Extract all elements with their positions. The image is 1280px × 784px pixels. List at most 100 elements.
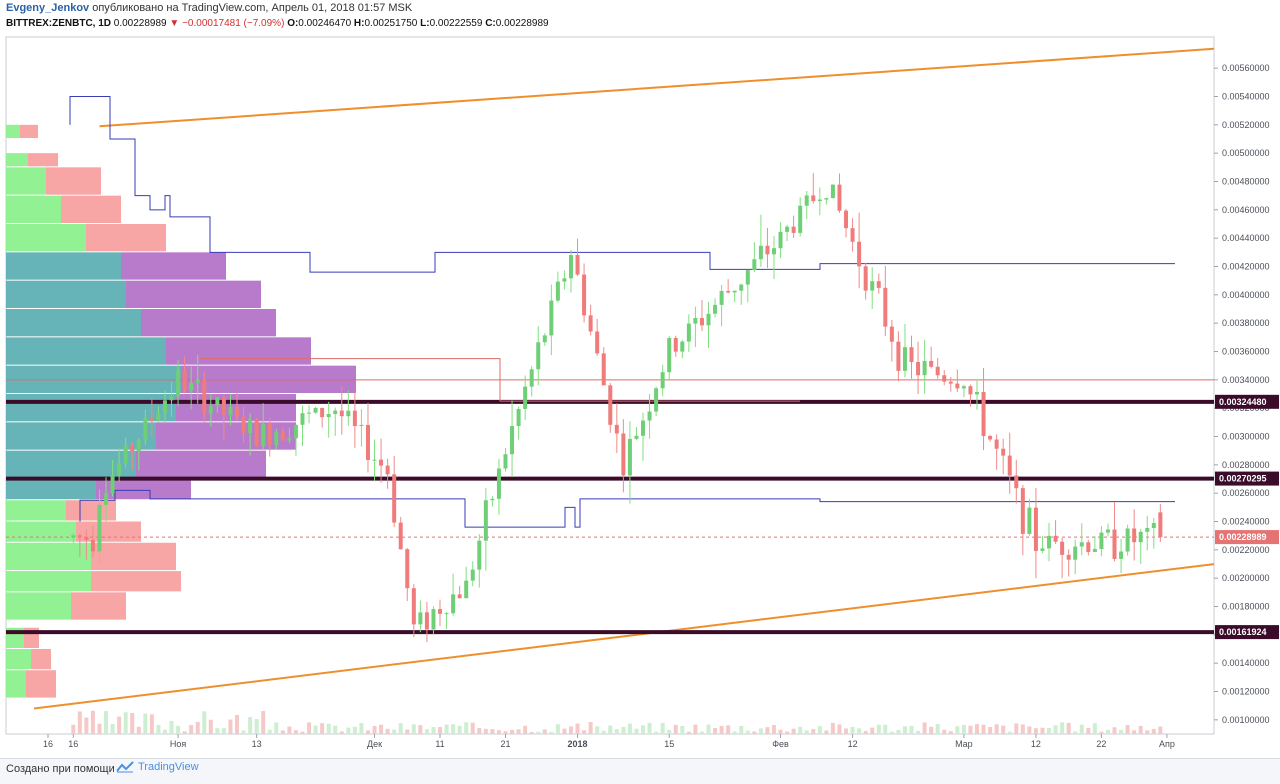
volume-bar (339, 731, 344, 734)
candle-down (424, 612, 429, 630)
candle-up (208, 405, 213, 414)
volume-bar (169, 720, 174, 734)
volume-bar (1066, 722, 1071, 734)
vp-row-up (6, 479, 96, 500)
volume-bar (438, 727, 443, 734)
candle-up (719, 291, 724, 305)
candle-down (385, 465, 390, 475)
candle-down (77, 535, 82, 537)
candle-up (162, 400, 167, 414)
volume-bar (1047, 727, 1052, 734)
candle-up (798, 205, 803, 233)
candle-up (1125, 528, 1130, 552)
author-link[interactable]: Evgeny_Jenkov (6, 2, 90, 14)
volume-profile (6, 124, 356, 698)
volume-bar (916, 730, 921, 734)
volume-bar (863, 730, 868, 734)
candle-down (621, 433, 626, 476)
candle-up (516, 408, 521, 427)
high-value: 0.00251750 (364, 18, 418, 29)
price-tick-label: 0.00420000 (1222, 262, 1270, 272)
trendlines (33, 47, 1215, 710)
vp-row-down (20, 124, 38, 138)
volume-bar (693, 724, 698, 734)
time-tick-label: 22 (1096, 739, 1106, 749)
volume-bar (293, 730, 298, 734)
volume-bar (503, 731, 508, 734)
volume-bar (686, 731, 691, 734)
volume-bar (627, 723, 632, 734)
candle-up (143, 418, 148, 441)
volume-bar (752, 731, 757, 734)
volume-bar (457, 725, 462, 734)
candle-down (182, 370, 187, 391)
price-tick-label: 0.00260000 (1222, 488, 1270, 498)
level-price-label: 0.00270295 (1219, 474, 1267, 484)
vp-row-down (121, 252, 226, 280)
volume-bar (130, 712, 135, 734)
volume-bar (267, 729, 272, 734)
candle-up (510, 426, 515, 455)
candle-down (575, 255, 580, 275)
candle-up (870, 281, 875, 291)
candle-up (228, 406, 233, 415)
volume-bar (595, 726, 600, 734)
chart-area[interactable]: 0.001000000.001200000.001400000.00160000… (0, 34, 1280, 758)
time-tick-label: Фев (772, 739, 789, 749)
price-tick-label: 0.00500000 (1222, 148, 1270, 158)
candle-up (117, 463, 122, 476)
candle-up (156, 413, 161, 421)
candle-up (287, 438, 292, 441)
price-chart[interactable]: 0.001000000.001200000.001400000.00160000… (0, 34, 1280, 758)
tradingview-logo-icon (116, 761, 134, 773)
candle-down (221, 397, 226, 415)
volume-bar (359, 722, 364, 734)
time-tick-label: Дек (367, 739, 382, 749)
volume-bar (365, 730, 370, 734)
time-tick-label: Апр (1159, 739, 1175, 749)
vp-row-up (6, 309, 141, 337)
candle-down (726, 291, 731, 293)
volume-bar (955, 726, 960, 734)
current-price-label: 0.00228989 (1219, 532, 1267, 542)
candle-up (274, 432, 279, 446)
candle-down (1086, 542, 1091, 552)
candle-up (745, 270, 750, 285)
volume-bar (477, 727, 482, 734)
price-tick-label: 0.00380000 (1222, 318, 1270, 328)
volume-bar (857, 728, 862, 734)
candle-down (811, 195, 816, 202)
vp-row-up (6, 153, 28, 167)
volume-bar (817, 726, 822, 734)
candle-down (876, 281, 881, 288)
volume-bar (123, 712, 128, 734)
candle-up (680, 341, 685, 352)
volume-bar (490, 729, 495, 734)
open-label: O: (287, 18, 299, 29)
time-tick-label: 13 (252, 739, 262, 749)
candle-up (248, 419, 253, 434)
volume-bar (97, 723, 102, 734)
price-tick-label: 0.00340000 (1222, 375, 1270, 385)
vp-row-up (6, 571, 91, 592)
volume-bar (117, 716, 122, 734)
price-tick-label: 0.00140000 (1222, 658, 1270, 668)
candle-down (614, 424, 619, 434)
tradingview-brand[interactable]: TradingView (138, 761, 199, 773)
tradingview-link[interactable]: TradingView (116, 761, 199, 773)
candle-up (477, 540, 482, 570)
candle-down (850, 228, 855, 242)
candle-down (339, 410, 344, 417)
candle-up (71, 535, 76, 538)
candles (71, 173, 1163, 643)
candle-down (1020, 488, 1025, 534)
vp-row-down (26, 670, 56, 698)
candle-down (909, 347, 914, 362)
volume-bar (444, 724, 449, 734)
vp-row-up (6, 592, 71, 620)
vp-row-up (6, 450, 136, 478)
vp-row-down (181, 365, 356, 393)
vp-row-up (6, 542, 91, 571)
candle-up (418, 612, 423, 625)
candle-down (863, 266, 868, 291)
